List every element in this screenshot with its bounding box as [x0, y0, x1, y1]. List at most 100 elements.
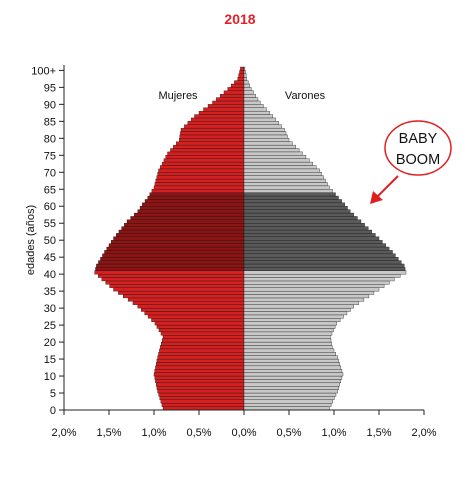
bar-men-age-38: [243, 277, 395, 282]
bar-women-age-58: [137, 209, 245, 214]
bar-women-age-85: [190, 117, 245, 122]
bar-men-age-32: [243, 297, 365, 302]
bar-men-age-17: [243, 348, 335, 353]
bar-women-age-28: [144, 311, 245, 316]
bar-women-age-29: [141, 307, 245, 312]
x-tick-label: 0,5%: [276, 427, 301, 439]
x-tick-label: 1,5%: [96, 427, 121, 439]
bar-women-age-90: [212, 100, 245, 105]
bar-men-age-87: [243, 110, 270, 115]
bar-women-age-69: [157, 172, 245, 176]
bar-men-age-35: [243, 287, 380, 292]
bar-women-age-79: [179, 138, 245, 142]
bar-men-age-24: [243, 324, 336, 329]
y-tick-label: 80: [44, 133, 56, 145]
bar-men-age-100: [243, 66, 246, 71]
bar-women-age-16: [158, 352, 245, 356]
bar-men-age-31: [243, 301, 360, 305]
y-tick-label: 0: [50, 405, 56, 417]
bar-women-age-91: [216, 97, 245, 102]
bar-women-age-43: [98, 260, 245, 265]
bar-women-age-73: [163, 158, 245, 163]
bar-women-age-53: [121, 226, 245, 231]
bar-men-age-72: [243, 161, 313, 166]
bar-women-age-45: [102, 253, 245, 258]
bar-women-age-38: [101, 277, 245, 282]
bar-women-age-33: [123, 294, 245, 299]
bar-men-age-28: [243, 311, 348, 316]
y-tick-label: 75: [44, 150, 56, 162]
y-tick-label: 45: [44, 252, 56, 264]
annotation-line-2: BOOM: [396, 152, 440, 168]
bar-women-age-41: [95, 267, 245, 271]
bar-men-age-64: [243, 189, 333, 193]
bar-women-age-93: [223, 90, 245, 95]
bar-women-age-64: [151, 189, 245, 193]
bar-women-age-95: [230, 83, 245, 88]
bar-men-age-18: [243, 345, 333, 350]
bar-men-age-60: [243, 202, 345, 207]
bar-men-age-51: [243, 233, 376, 237]
bar-men-age-2: [243, 399, 333, 404]
annotation-line-1: BABY: [399, 131, 438, 147]
bar-women-age-66: [154, 182, 245, 187]
bar-women-age-8: [155, 379, 245, 384]
bar-men-age-99: [243, 70, 246, 74]
bar-women-age-86: [194, 114, 245, 119]
bar-men-age-47: [243, 246, 390, 251]
bar-women-age-67: [155, 178, 245, 183]
bar-women-age-61: [144, 199, 245, 204]
bar-men-age-76: [243, 148, 300, 153]
bar-men-age-15: [243, 355, 338, 360]
bar-women-age-71: [160, 165, 245, 170]
bar-men-age-33: [243, 294, 370, 299]
y-tick-label: 55: [44, 218, 56, 230]
bar-men-age-61: [243, 199, 342, 204]
bar-women-age-57: [134, 212, 245, 217]
y-tick-label: 10: [44, 371, 56, 383]
bar-women-age-2: [160, 399, 245, 404]
bar-women-age-12: [155, 365, 245, 370]
bar-women-age-26: [151, 318, 245, 322]
y-tick-label: 35: [44, 286, 56, 298]
bar-women-age-70: [158, 168, 245, 173]
bar-women-age-46: [104, 250, 245, 254]
annotation-bubble: [384, 120, 452, 176]
bar-women-age-17: [159, 348, 245, 353]
bar-men-age-11: [243, 369, 343, 373]
bar-women-age-88: [203, 107, 245, 112]
bar-women-age-98: [238, 73, 245, 78]
bar-men-age-5: [243, 389, 338, 394]
bar-women-age-0: [162, 406, 245, 411]
bar-women-age-65: [153, 185, 245, 190]
x-tick-label: 2,0%: [51, 427, 76, 439]
bar-women-age-63: [149, 192, 245, 197]
bar-women-age-34: [118, 290, 245, 295]
bar-women-age-9: [154, 375, 245, 380]
bar-women-age-19: [161, 341, 245, 346]
bar-men-age-58: [243, 209, 351, 214]
bar-women-age-23: [158, 328, 245, 333]
bar-women-age-35: [113, 287, 245, 292]
bar-men-age-88: [243, 107, 267, 112]
bar-men-age-26: [243, 318, 341, 322]
baby-boom-annotation: BABY BOOM: [370, 120, 452, 204]
x-tick-label: 0,0%: [231, 427, 256, 439]
women-bars: [94, 66, 245, 411]
bar-women-age-100: [240, 66, 245, 71]
bar-men-age-93: [243, 90, 254, 95]
y-tick-label: 5: [50, 388, 56, 400]
bar-men-age-71: [243, 165, 317, 170]
bar-women-age-99: [239, 70, 245, 74]
bar-women-age-74: [165, 155, 245, 159]
bar-men-age-62: [243, 195, 339, 200]
bar-men-age-12: [243, 365, 342, 370]
bar-men-age-83: [243, 124, 282, 129]
x-axis-ticks: 2,0% 1,5% 1,0% 0,5% 0,0% 0,5% 1,0% 1,5% 2,0%: [51, 410, 437, 439]
x-tick-label: 1,0%: [321, 427, 346, 439]
bar-men-age-14: [243, 358, 339, 363]
x-tick-label: 2,0%: [411, 427, 436, 439]
y-tick-label: 70: [44, 167, 56, 179]
bar-men-age-82: [243, 127, 285, 132]
bar-men-age-81: [243, 131, 287, 136]
